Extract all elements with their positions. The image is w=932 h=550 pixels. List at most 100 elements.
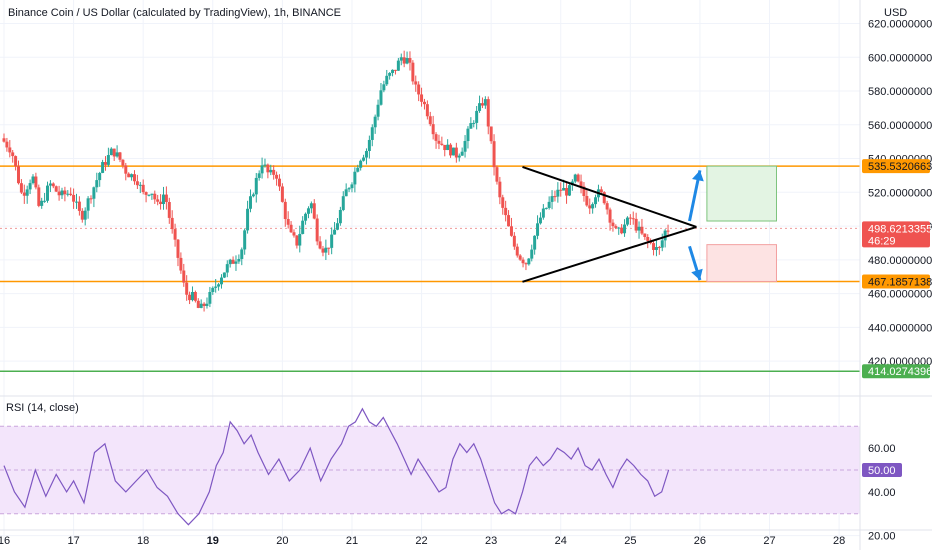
candle-body bbox=[327, 247, 331, 249]
candle-body bbox=[156, 199, 160, 202]
price-tick-label: 520.0000000 bbox=[868, 187, 932, 199]
candle-body bbox=[188, 294, 192, 301]
candle-body bbox=[286, 219, 290, 225]
candle-body bbox=[266, 164, 270, 173]
candle-body bbox=[132, 174, 136, 182]
currency-label: USD bbox=[884, 7, 907, 19]
candle-body bbox=[565, 187, 569, 196]
candle-body bbox=[391, 69, 395, 73]
candle-body bbox=[60, 190, 64, 196]
candle-body bbox=[48, 183, 52, 186]
candle-body bbox=[524, 263, 528, 265]
candle-body bbox=[330, 234, 334, 248]
candle-body bbox=[16, 166, 20, 184]
triangle-upper-line bbox=[522, 166, 697, 228]
candle-body bbox=[382, 84, 386, 91]
candle-body bbox=[478, 103, 482, 111]
candle-body bbox=[388, 72, 392, 76]
time-tick-label: 23 bbox=[485, 535, 497, 547]
candle-body bbox=[399, 57, 403, 61]
price-tick-label: 600.0000000 bbox=[868, 52, 932, 64]
candle-body bbox=[115, 152, 119, 157]
candle-body bbox=[324, 247, 328, 253]
candle-body bbox=[437, 140, 441, 144]
candle-body bbox=[660, 240, 664, 248]
price-tick-label: 620.0000000 bbox=[868, 19, 932, 31]
candle-body bbox=[652, 243, 656, 250]
candle-body bbox=[454, 147, 458, 158]
candle-body bbox=[341, 196, 345, 210]
candle-body bbox=[2, 138, 6, 142]
candle-body bbox=[533, 235, 537, 250]
candle-body bbox=[11, 152, 15, 157]
candle-body bbox=[95, 180, 99, 188]
level-price-tag-bg bbox=[862, 274, 930, 289]
candle-body bbox=[112, 148, 116, 157]
candle-body bbox=[541, 208, 545, 218]
candle-body bbox=[304, 213, 308, 221]
candle-body bbox=[57, 191, 61, 196]
candle-body bbox=[170, 217, 174, 230]
candle-body bbox=[576, 174, 580, 182]
candle-body bbox=[620, 227, 624, 234]
candle-body bbox=[141, 184, 145, 193]
candle-body bbox=[147, 194, 151, 196]
candle-body bbox=[335, 223, 339, 230]
candle-body bbox=[379, 90, 383, 105]
rsi-band bbox=[0, 425, 860, 515]
candle-body bbox=[425, 104, 429, 117]
candle-body bbox=[318, 241, 322, 249]
candle-body bbox=[121, 159, 125, 166]
candle-body bbox=[135, 181, 139, 186]
candle-body bbox=[298, 233, 302, 246]
candle-body bbox=[280, 186, 284, 202]
candle-body bbox=[663, 230, 667, 241]
candle-body bbox=[80, 210, 84, 220]
candle-body bbox=[527, 258, 531, 265]
candle-body bbox=[594, 197, 598, 205]
candle-body bbox=[77, 201, 81, 211]
chart-title: Binance Coin / US Dollar (calculated by … bbox=[8, 7, 341, 19]
candle-body bbox=[367, 139, 371, 151]
candle-body bbox=[362, 157, 366, 161]
rsi-value-tag: 50.00 bbox=[868, 465, 896, 477]
candle-body bbox=[588, 205, 592, 209]
rsi-value-tag-bg bbox=[862, 463, 902, 477]
candle-body bbox=[138, 184, 142, 186]
candle-body bbox=[92, 187, 96, 199]
candle-body bbox=[623, 224, 627, 234]
candle-body bbox=[98, 172, 102, 181]
candle-body bbox=[240, 249, 244, 259]
candle-body bbox=[364, 150, 368, 158]
target-box-down bbox=[706, 244, 777, 282]
level-price-tag-bg bbox=[862, 364, 930, 379]
time-tick-label: 22 bbox=[415, 535, 427, 547]
rsi-series-line bbox=[3, 407, 670, 526]
candle-body bbox=[515, 246, 519, 256]
candle-body bbox=[353, 171, 357, 185]
candle-body bbox=[475, 110, 479, 123]
target-box-up bbox=[706, 165, 777, 222]
drawings bbox=[522, 166, 704, 283]
candle-body bbox=[480, 103, 484, 106]
candle-body bbox=[420, 94, 424, 102]
candle-body bbox=[193, 292, 197, 301]
candle-body bbox=[251, 194, 255, 197]
candle-body bbox=[246, 208, 250, 231]
candle-body bbox=[260, 165, 264, 174]
candle-body bbox=[234, 261, 238, 264]
candle-body bbox=[582, 186, 586, 196]
arrow-head bbox=[692, 170, 704, 182]
candle-body bbox=[257, 173, 261, 178]
time-tick-label: 17 bbox=[67, 535, 79, 547]
candle-body bbox=[89, 198, 93, 200]
price-tick-label: 440.0000000 bbox=[868, 322, 932, 334]
candle-body bbox=[8, 147, 12, 153]
candle-body bbox=[248, 196, 252, 209]
time-tick-label: 26 bbox=[694, 535, 706, 547]
candle-body bbox=[37, 187, 41, 206]
candle-body bbox=[202, 303, 206, 306]
candle-body bbox=[254, 177, 258, 195]
candle-body bbox=[86, 198, 90, 211]
